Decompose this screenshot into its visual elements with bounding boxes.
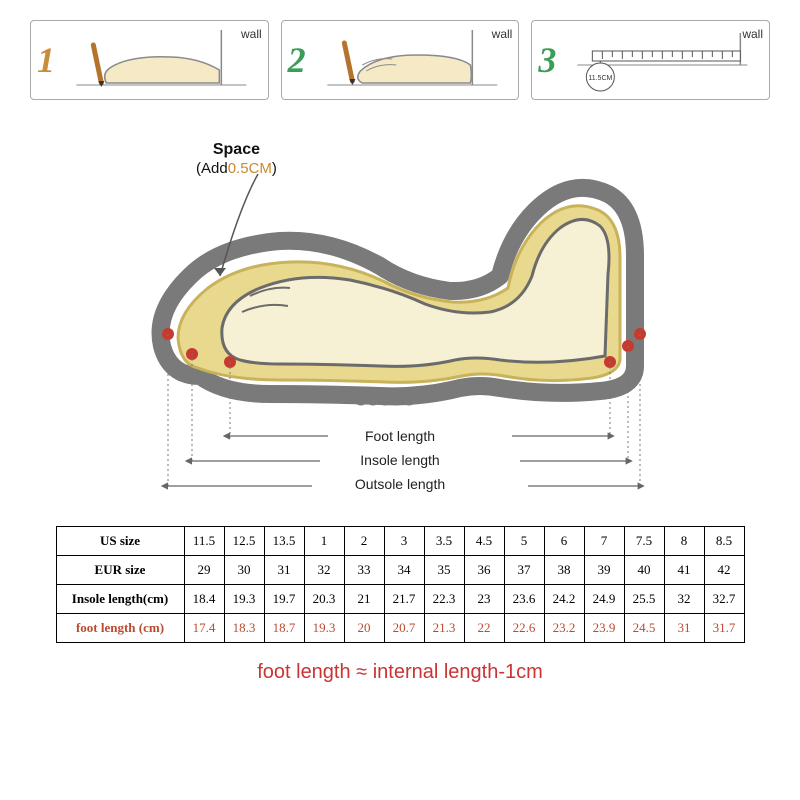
table-cell: 20.7 (384, 614, 424, 643)
space-add-suffix: ) (272, 160, 277, 177)
table-cell: 32 (304, 556, 344, 585)
size-chart-table: US size 11.512.513.51233.54.55677.588.5 … (56, 526, 745, 643)
table-cell: 32.7 (704, 585, 744, 614)
table-cell: 19.3 (304, 614, 344, 643)
table-cell: 2 (344, 527, 384, 556)
step-3-measure: 11.5CM (589, 75, 613, 82)
table-cell: 23.9 (584, 614, 624, 643)
table-cell: 22.3 (424, 585, 464, 614)
table-cell: 22 (464, 614, 504, 643)
table-cell: 6 (544, 527, 584, 556)
table-cell: 41 (664, 556, 704, 585)
table-cell: 36 (464, 556, 504, 585)
table-cell: 35 (424, 556, 464, 585)
table-cell: 12.5 (224, 527, 264, 556)
dim-foot-label: Foot length (0, 428, 800, 444)
table-cell: 29 (184, 556, 224, 585)
table-cell: 20 (344, 614, 384, 643)
table-cell: 34 (384, 556, 424, 585)
table-cell: 42 (704, 556, 744, 585)
table-cell: 32 (664, 585, 704, 614)
space-title: Space (213, 141, 260, 158)
table-cell: 11.5 (184, 527, 224, 556)
shoe-diagram: Space (Add0.5CM) (0, 116, 800, 506)
table-row-insole: Insole length(cm) 18.419.319.720.32121.7… (56, 585, 744, 614)
space-add-prefix: (Add (196, 160, 228, 177)
table-cell: 4.5 (464, 527, 504, 556)
table-cell: 20.3 (304, 585, 344, 614)
table-cell: 37 (504, 556, 544, 585)
step-1-number: 1 (37, 42, 55, 78)
dim-insole-label: Insole length (0, 452, 800, 468)
table-cell: 23 (464, 585, 504, 614)
hdr-us: US size (56, 527, 184, 556)
table-cell: 23.6 (504, 585, 544, 614)
table-cell: 18.7 (264, 614, 304, 643)
hdr-insole: Insole length(cm) (56, 585, 184, 614)
table-row-eur: EUR size 2930313233343536373839404142 (56, 556, 744, 585)
table-row-foot: foot length (cm) 17.418.318.719.32020.72… (56, 614, 744, 643)
table-cell: 33 (344, 556, 384, 585)
table-cell: 24.2 (544, 585, 584, 614)
table-cell: 7.5 (624, 527, 664, 556)
table-cell: 23.2 (544, 614, 584, 643)
table-cell: 17.4 (184, 614, 224, 643)
dim-outsole-label: Outsole length (0, 476, 800, 492)
step-1-graphic (61, 25, 262, 95)
step-3-graphic: 11.5CM (562, 25, 763, 95)
table-cell: 40 (624, 556, 664, 585)
table-cell: 7 (584, 527, 624, 556)
table-cell: 18.4 (184, 585, 224, 614)
table-row-us: US size 11.512.513.51233.54.55677.588.5 (56, 527, 744, 556)
table-cell: 1 (304, 527, 344, 556)
table-cell: 13.5 (264, 527, 304, 556)
table-cell: 22.6 (504, 614, 544, 643)
table-cell: 5 (504, 527, 544, 556)
hdr-foot: foot length (cm) (56, 614, 184, 643)
table-cell: 3 (384, 527, 424, 556)
step-2-number: 2 (288, 42, 306, 78)
table-cell: 21.7 (384, 585, 424, 614)
table-cell: 19.3 (224, 585, 264, 614)
table-cell: 30 (224, 556, 264, 585)
table-cell: 19.7 (264, 585, 304, 614)
space-label: Space (Add0.5CM) (196, 140, 277, 178)
space-add-value: 0.5CM (228, 160, 272, 177)
measurement-steps: 1 wall 2 wall (0, 0, 800, 106)
table-cell: 24.9 (584, 585, 624, 614)
step-2-graphic (312, 25, 513, 95)
step-3: 3 wall 11.5CM (531, 20, 770, 100)
step-2: 2 wall (281, 20, 520, 100)
table-cell: 39 (584, 556, 624, 585)
table-cell: 3.5 (424, 527, 464, 556)
formula-text: foot length ≈ internal length-1cm (0, 661, 800, 684)
table-cell: 25.5 (624, 585, 664, 614)
table-cell: 18.3 (224, 614, 264, 643)
table-cell: 38 (544, 556, 584, 585)
table-cell: 24.5 (624, 614, 664, 643)
table-cell: 21.3 (424, 614, 464, 643)
table-cell: 21 (344, 585, 384, 614)
step-1: 1 wall (30, 20, 269, 100)
hdr-eur: EUR size (56, 556, 184, 585)
table-cell: 31.7 (704, 614, 744, 643)
step-3-number: 3 (538, 42, 556, 78)
table-cell: 8 (664, 527, 704, 556)
table-cell: 31 (664, 614, 704, 643)
table-cell: 8.5 (704, 527, 744, 556)
table-cell: 31 (264, 556, 304, 585)
